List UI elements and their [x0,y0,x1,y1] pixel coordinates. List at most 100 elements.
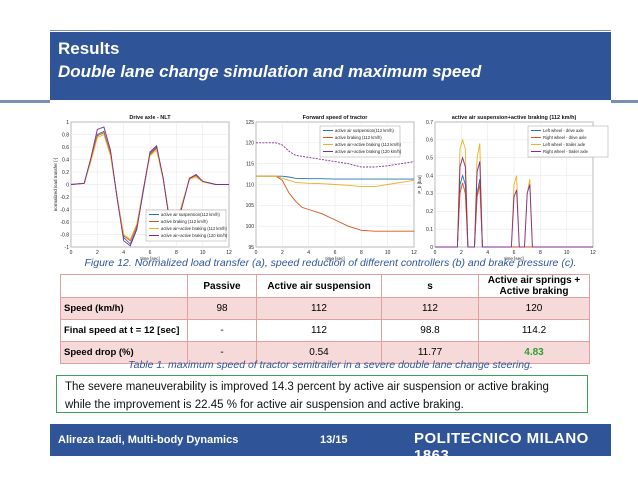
table-header-cell: Active air suspension [256,274,382,298]
x-axis-label: time [sec] [504,256,523,261]
y-axis-label: P_b [bar] [417,175,422,193]
x-tick-label: 10 [564,250,570,256]
x-tick-label: 2 [96,250,99,256]
row-label: Final speed at t = 12 [sec] [60,319,188,342]
y-tick-label: 120 [246,141,255,147]
x-tick-label: 4 [122,250,125,256]
chart-forward-speed: 0 2 4 6 8 10 12 95 100 105 110 115 120 125 Forward spe… [246,115,417,261]
y-tick-label: 0.8 [62,132,69,138]
y-tick-label: 0.6 [426,138,433,144]
table-header-cell: Active air springs + Active braking [478,274,590,298]
table-header-cell: s [381,274,479,298]
top-border-line [50,30,611,31]
y-tick-label: 0 [66,182,69,188]
highlight-cell: 4.83 [478,341,590,364]
row-label: Speed drop (%) [60,341,188,364]
x-tick-label: 4 [307,250,310,256]
y-tick-label: 0.1 [426,227,433,233]
x-tick-label: 0 [255,250,258,256]
table-row: Final speed at t = 12 [sec] - 112 98.8 1… [60,319,590,342]
y-tick-label: -0.8 [60,232,69,238]
y-tick-label: -0.2 [60,195,69,201]
header-stripe-right [611,100,638,103]
x-tick-label: 12 [411,250,417,256]
y-tick-label: 115 [246,161,254,167]
y-tick-label: 0.4 [62,157,69,163]
row-label: Speed (km/h) [60,297,188,320]
conclusion-line-1: The severe maneuverability is improved 1… [65,381,549,393]
legend-label: active air+active braking (120 km/h) [161,233,228,238]
x-tick-label: 6 [513,250,516,256]
y-tick-label: 125 [246,120,255,126]
footer-author: Alireza Izadi, Multi-body Dynamics [58,434,239,446]
y-tick-label: 0 [430,245,433,251]
x-tick-label: 4 [486,250,489,256]
figure-caption: Figure 12. Normalized load transfer (a),… [84,257,577,269]
x-tick-label: 10 [200,250,206,256]
table-header-cell [60,274,188,298]
x-tick-label: 0 [70,250,73,256]
x-tick-label: 8 [539,250,542,256]
table-cell: 98.8 [381,319,479,342]
legend-label: Left wheel - trailer axle [543,142,586,147]
x-axis-label: time [sec] [140,256,159,261]
slide-subtitle: Double lane change simulation and maximu… [58,62,482,81]
header-stripe-left [0,100,50,103]
figure-charts: 0 2 4 6 8 10 12-1-0.8-0.6-0.4-0.200.20.40.60.8… [53,115,609,261]
x-tick-label: 12 [590,250,596,256]
series-line [435,156,593,248]
chart-title: active air suspension+active braking (11… [452,115,577,121]
table-cell: - [187,341,257,364]
table-row: Speed (km/h) 98 112 112 120 [60,297,590,320]
slide-title: Results [58,39,120,58]
chart-nlt: 0 2 4 6 8 10 12 -1 -0.8 -0.6 -0.4 -0.2 0 0.2 0.4 0.6 0.8… [53,115,232,261]
x-tick-label: 8 [175,250,178,256]
results-table: Passive Active air suspension s Active a… [60,274,590,364]
legend-label: active air+active braking (112 km/h) [161,226,228,231]
legend-box [145,209,227,242]
table-cell: 112 [381,297,479,320]
table-cell: 0.54 [256,341,382,364]
legend-label: Left wheel - drive axle [543,128,584,133]
slide-footer: Alireza Izadi, Multi-body Dynamics 13/15… [50,424,611,464]
series-line [256,175,414,232]
table-cell: 114.2 [478,319,590,342]
legend-box [527,125,609,158]
y-tick-label: 0.2 [426,209,433,215]
table-cell: 112 [256,297,382,320]
series-line [256,175,414,180]
y-tick-label: 105 [246,203,255,209]
y-tick-label: 0.6 [62,145,69,151]
legend-box [319,125,401,158]
y-tick-label: 95 [248,245,254,251]
x-tick-label: 2 [460,250,463,256]
chart-title: Drive axle - NLT [129,115,171,121]
chart-brake-pressure: 0 2 4 6 8 10 12 0 0.1 0.2 0.3 0.4 0.5 0.6 0.7 active ai… [417,115,609,261]
table-header-cell: Passive [187,274,257,298]
y-tick-label: 0.3 [426,191,433,197]
y-tick-label: 0.5 [426,156,433,162]
x-tick-label: 6 [334,250,337,256]
slide-header: Results Double lane change simulation an… [50,32,611,100]
table-cell: 11.77 [381,341,479,364]
table-cell: 112 [256,319,382,342]
y-tick-label: -1 [65,245,70,251]
page-number: 13/15 [320,434,348,446]
y-tick-label: 1 [66,120,69,126]
legend-label: Right wheel - drive axle [543,135,587,140]
y-tick-label: 0.7 [426,120,433,126]
x-tick-label: 10 [385,250,391,256]
x-tick-label: 2 [281,250,284,256]
y-tick-label: 100 [246,224,255,230]
x-tick-label: 0 [434,250,437,256]
x-tick-label: 8 [360,250,363,256]
y-tick-label: 0.2 [62,170,69,176]
polimi-logo: POLITECNICO MILANO 1863 [414,430,589,464]
legend-label: active air+active braking (120 km/h) [335,149,402,154]
x-axis-label: time [sec] [325,256,344,261]
table-cell: 98 [187,297,257,320]
legend-label: active air suspension(112 km/h) [161,212,220,217]
series-line [70,126,229,247]
series-line [256,175,415,188]
conclusion-box: The severe maneuverability is improved 1… [56,375,588,413]
